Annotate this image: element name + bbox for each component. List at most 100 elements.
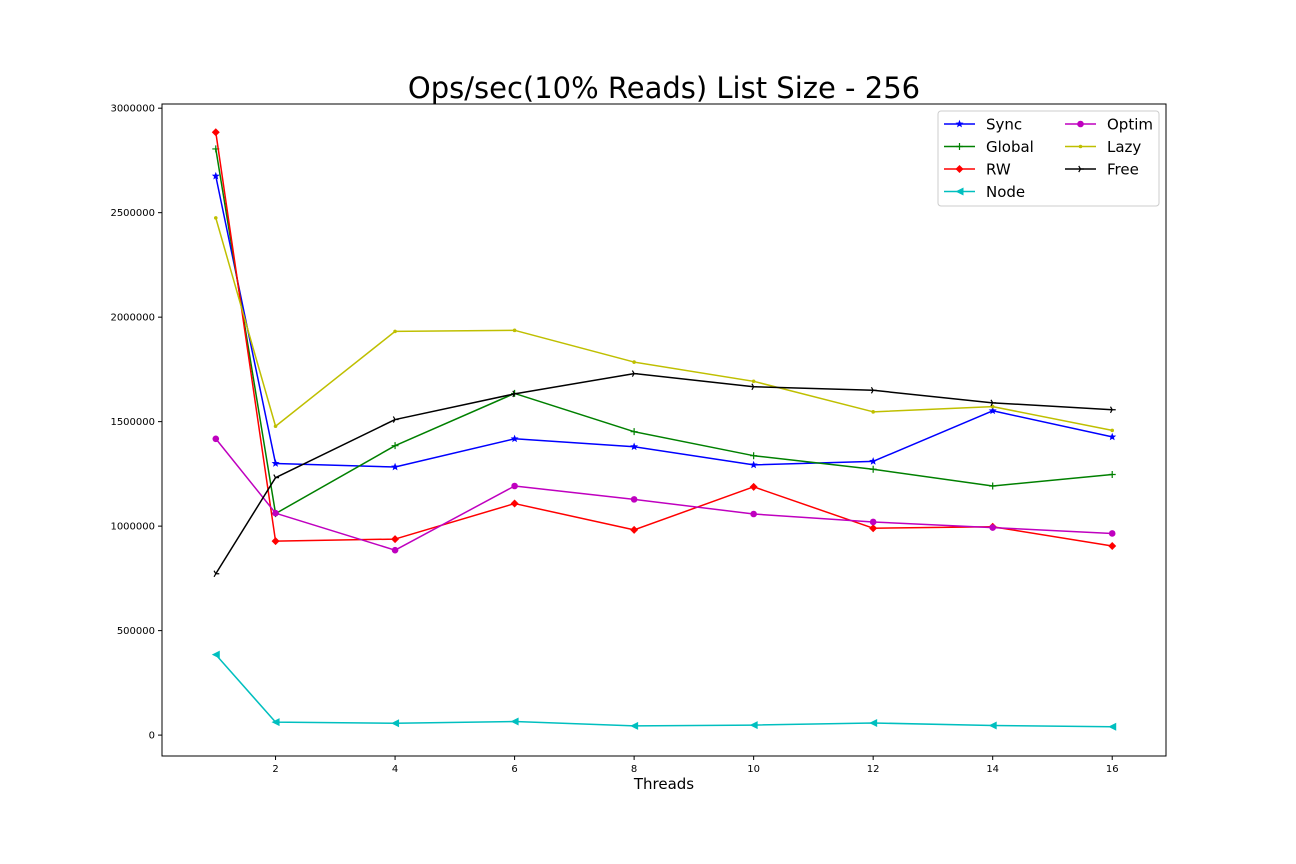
data-point-diamond [510,499,519,508]
series-sync [211,171,1117,471]
data-point-diamond [630,525,639,534]
data-point-dot [632,360,636,364]
x-tick-label: 12 [867,764,880,775]
data-point-diamond [391,535,400,544]
data-point-diamond [1108,541,1117,550]
data-point-triangle [391,719,400,728]
data-point-dot [393,329,397,334]
legend-label: Lazy [1107,138,1141,156]
data-point-triangle [211,650,220,659]
series-rw [211,128,1117,550]
data-point-diamond [211,128,220,137]
legend-item-lazy: Lazy [1065,138,1141,156]
data-point-tri [273,474,280,481]
data-point-star [988,406,997,415]
legend-item-node: Node [944,183,1025,201]
chart-title: Ops/sec(10% Reads) List Size - 256 [408,71,920,105]
legend-label: Sync [986,116,1022,134]
data-point-circle [1077,120,1084,128]
data-point-triangle [510,717,519,726]
data-point-dot [213,216,218,220]
data-point-tri [512,390,519,398]
series-line [215,438,1113,551]
legend-item-free: Free [1065,161,1139,179]
x-tick-label: 8 [631,764,637,775]
legend-label: RW [986,161,1011,179]
series-line [215,372,1113,575]
data-point-star [955,119,964,128]
legend-item-optim: Optim [1065,116,1153,134]
series-lines [211,128,1117,731]
data-point-dot [990,404,995,409]
data-point-circle [630,496,638,503]
data-point-tri [870,386,877,394]
data-point-star [1108,432,1117,441]
data-point-circle [272,509,279,517]
legend-label: Node [986,183,1025,201]
legend: Sync Global RW Node Optim Lazy Free [937,110,1160,207]
data-point-triangle [869,718,878,727]
legend-item-rw: RW [944,161,1011,179]
data-point-circle [1108,530,1116,537]
series-optim [212,435,1116,554]
data-point-circle [391,546,399,554]
data-point-plus [750,452,758,460]
data-point-tri [751,383,758,391]
data-point-dot [871,410,875,414]
data-point-dot [1078,144,1083,149]
x-tick-label: 2 [272,764,278,775]
series-lazy [213,216,1115,433]
y-tick-label: 2000000 [110,313,155,324]
data-point-star [869,457,878,465]
data-point-dot [1110,428,1115,433]
data-point-triangle [988,721,997,730]
data-point-tri [990,399,997,407]
data-point-diamond [869,524,878,533]
data-point-star [510,434,519,443]
legend-label: Free [1107,161,1139,179]
data-point-triangle [955,187,964,196]
y-tick-label: 1000000 [110,522,155,533]
data-point-dot [512,328,517,333]
x-tick-label: 6 [511,764,517,775]
y-tick-label: 500000 [117,626,155,637]
y-tick-label: 0 [149,731,155,742]
data-point-star [749,460,758,469]
data-point-diamond [955,165,964,173]
legend-item-sync: Sync [944,116,1022,134]
x-axis-label: Threads [633,775,694,793]
data-point-circle [869,518,877,526]
data-point-triangle [749,721,758,730]
y-tick-label: 1500000 [110,417,155,428]
data-point-plus [956,143,963,150]
data-point-circle [750,510,757,518]
plot-frame [161,103,1167,757]
data-point-plus [869,465,877,473]
legend-box [937,110,1160,207]
series-line [215,654,1113,728]
x-tick-label: 10 [747,764,760,775]
legend-label: Optim [1107,116,1153,134]
series-line [215,217,1113,432]
data-point-circle [212,435,220,443]
data-point-star [630,442,639,451]
y-tick-label: 3000000 [110,104,155,115]
x-tick-label: 14 [986,764,999,775]
data-point-circle [511,482,518,490]
x-tick-label: 4 [392,764,398,775]
axis-ticks: 2 4 6 8 10 12 14 16 0 500000 1000000 1500000 2000000… [110,104,1118,775]
data-point-triangle [1108,722,1117,731]
data-point-tri [1109,406,1116,414]
data-point-diamond [271,537,280,546]
x-tick-label: 16 [1106,764,1119,775]
y-tick-label: 2500000 [110,208,155,219]
legend-item-global: Global [944,138,1034,156]
series-line [215,175,1113,468]
data-point-tri [1078,165,1084,173]
data-point-plus [630,428,638,436]
data-point-tri [392,416,399,423]
data-point-tri [631,370,638,377]
data-point-diamond [749,482,758,491]
